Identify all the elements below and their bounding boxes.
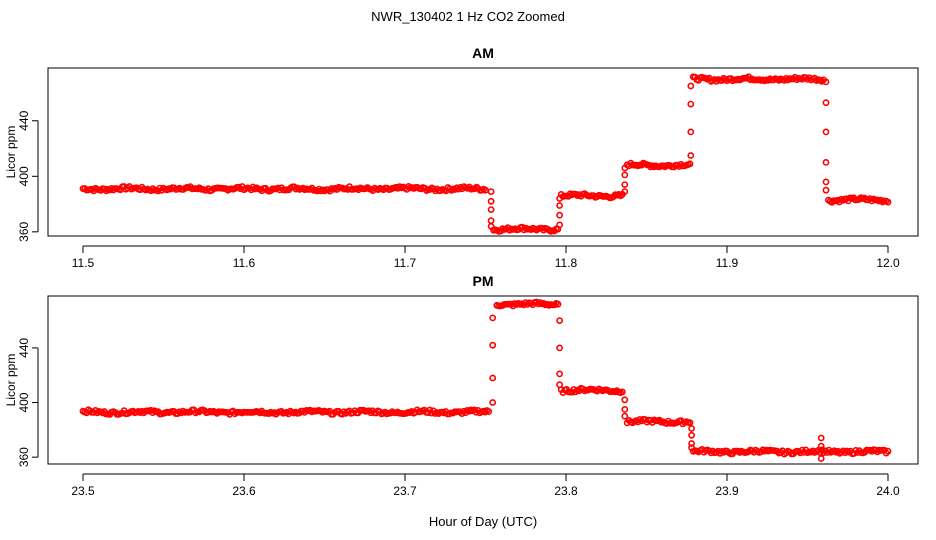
data-point	[621, 164, 629, 172]
x-tick-label: 23.9	[715, 484, 739, 498]
data-point	[556, 202, 563, 209]
data-point	[688, 444, 695, 451]
data-point	[487, 217, 495, 225]
data-point	[485, 408, 493, 415]
data-point	[688, 431, 695, 439]
data-point	[487, 188, 495, 195]
data-point	[487, 222, 495, 230]
figure-title: NWR_130402 1 Hz CO2 Zoomed	[371, 9, 565, 24]
data-point	[556, 221, 563, 229]
data-point	[817, 442, 825, 450]
data-point	[489, 341, 497, 349]
panel-title: AM	[472, 45, 494, 61]
data-point	[556, 195, 563, 202]
data-points	[79, 298, 892, 462]
data-point	[687, 152, 695, 159]
data-point	[822, 158, 830, 166]
data-point	[556, 381, 563, 389]
data-point	[487, 206, 495, 213]
data-point	[817, 455, 825, 462]
y-tick-label: 360	[17, 447, 31, 467]
data-point	[688, 440, 695, 447]
panel-pm: PM Licor ppm 23.5 23.6 23.7 23.8 23.9 24.0 360 40…	[4, 273, 919, 498]
data-point	[884, 198, 892, 206]
x-tick-label: 23.8	[554, 484, 578, 498]
data-point	[489, 399, 497, 406]
x-tick-label: 24.0	[876, 484, 900, 498]
y-tick-label: 400	[17, 166, 31, 186]
data-point	[556, 317, 563, 324]
data-point	[687, 100, 695, 108]
data-point	[686, 419, 694, 427]
data-point	[554, 300, 562, 308]
x-tick-label: 23.5	[71, 484, 95, 498]
x-tick-label: 11.8	[555, 256, 578, 270]
data-point	[822, 78, 830, 86]
data-point	[884, 447, 892, 455]
data-point	[487, 197, 495, 205]
plot-frame	[47, 67, 919, 237]
x-tick-label: 11.5	[72, 256, 95, 270]
data-point	[822, 186, 830, 194]
y-axis-label: Licor ppm	[4, 354, 18, 407]
data-point	[556, 370, 563, 378]
data-point	[489, 314, 497, 322]
y-tick-label: 440	[17, 110, 31, 130]
data-point	[686, 160, 694, 168]
y-tick-label: 360	[17, 222, 31, 242]
data-point	[687, 128, 695, 136]
x-tick-label: 12.0	[876, 256, 900, 270]
data-point	[556, 211, 563, 219]
data-point	[619, 388, 626, 396]
x-tick-label: 11.7	[394, 256, 417, 270]
data-point	[822, 99, 830, 107]
panel-am: AM Licor ppm 11.5 11.6 11.7 11.8 11.9 12.0 360 40…	[4, 45, 919, 270]
data-point	[621, 405, 629, 413]
x-tick-label: 23.7	[393, 484, 417, 498]
panel-title: PM	[473, 273, 494, 289]
plot-frame	[47, 295, 919, 465]
data-point	[556, 344, 563, 352]
data-point	[822, 128, 830, 136]
data-point	[621, 181, 629, 188]
data-point	[621, 188, 629, 195]
data-point	[687, 82, 695, 90]
data-point	[688, 425, 695, 432]
y-tick-label: 440	[17, 338, 31, 358]
x-tick-label: 23.6	[232, 484, 256, 498]
y-axis-label: Licor ppm	[4, 126, 18, 179]
data-points	[79, 73, 892, 235]
x-tick-label: 11.9	[716, 256, 739, 270]
y-tick-label: 400	[17, 392, 31, 412]
x-tick-label: 11.6	[233, 256, 256, 270]
data-point	[621, 171, 629, 179]
data-point	[817, 434, 825, 442]
data-point	[489, 374, 497, 382]
data-point	[621, 412, 629, 420]
data-point	[621, 396, 629, 404]
data-point	[822, 178, 830, 186]
x-axis-label: Hour of Day (UTC)	[428, 514, 538, 529]
